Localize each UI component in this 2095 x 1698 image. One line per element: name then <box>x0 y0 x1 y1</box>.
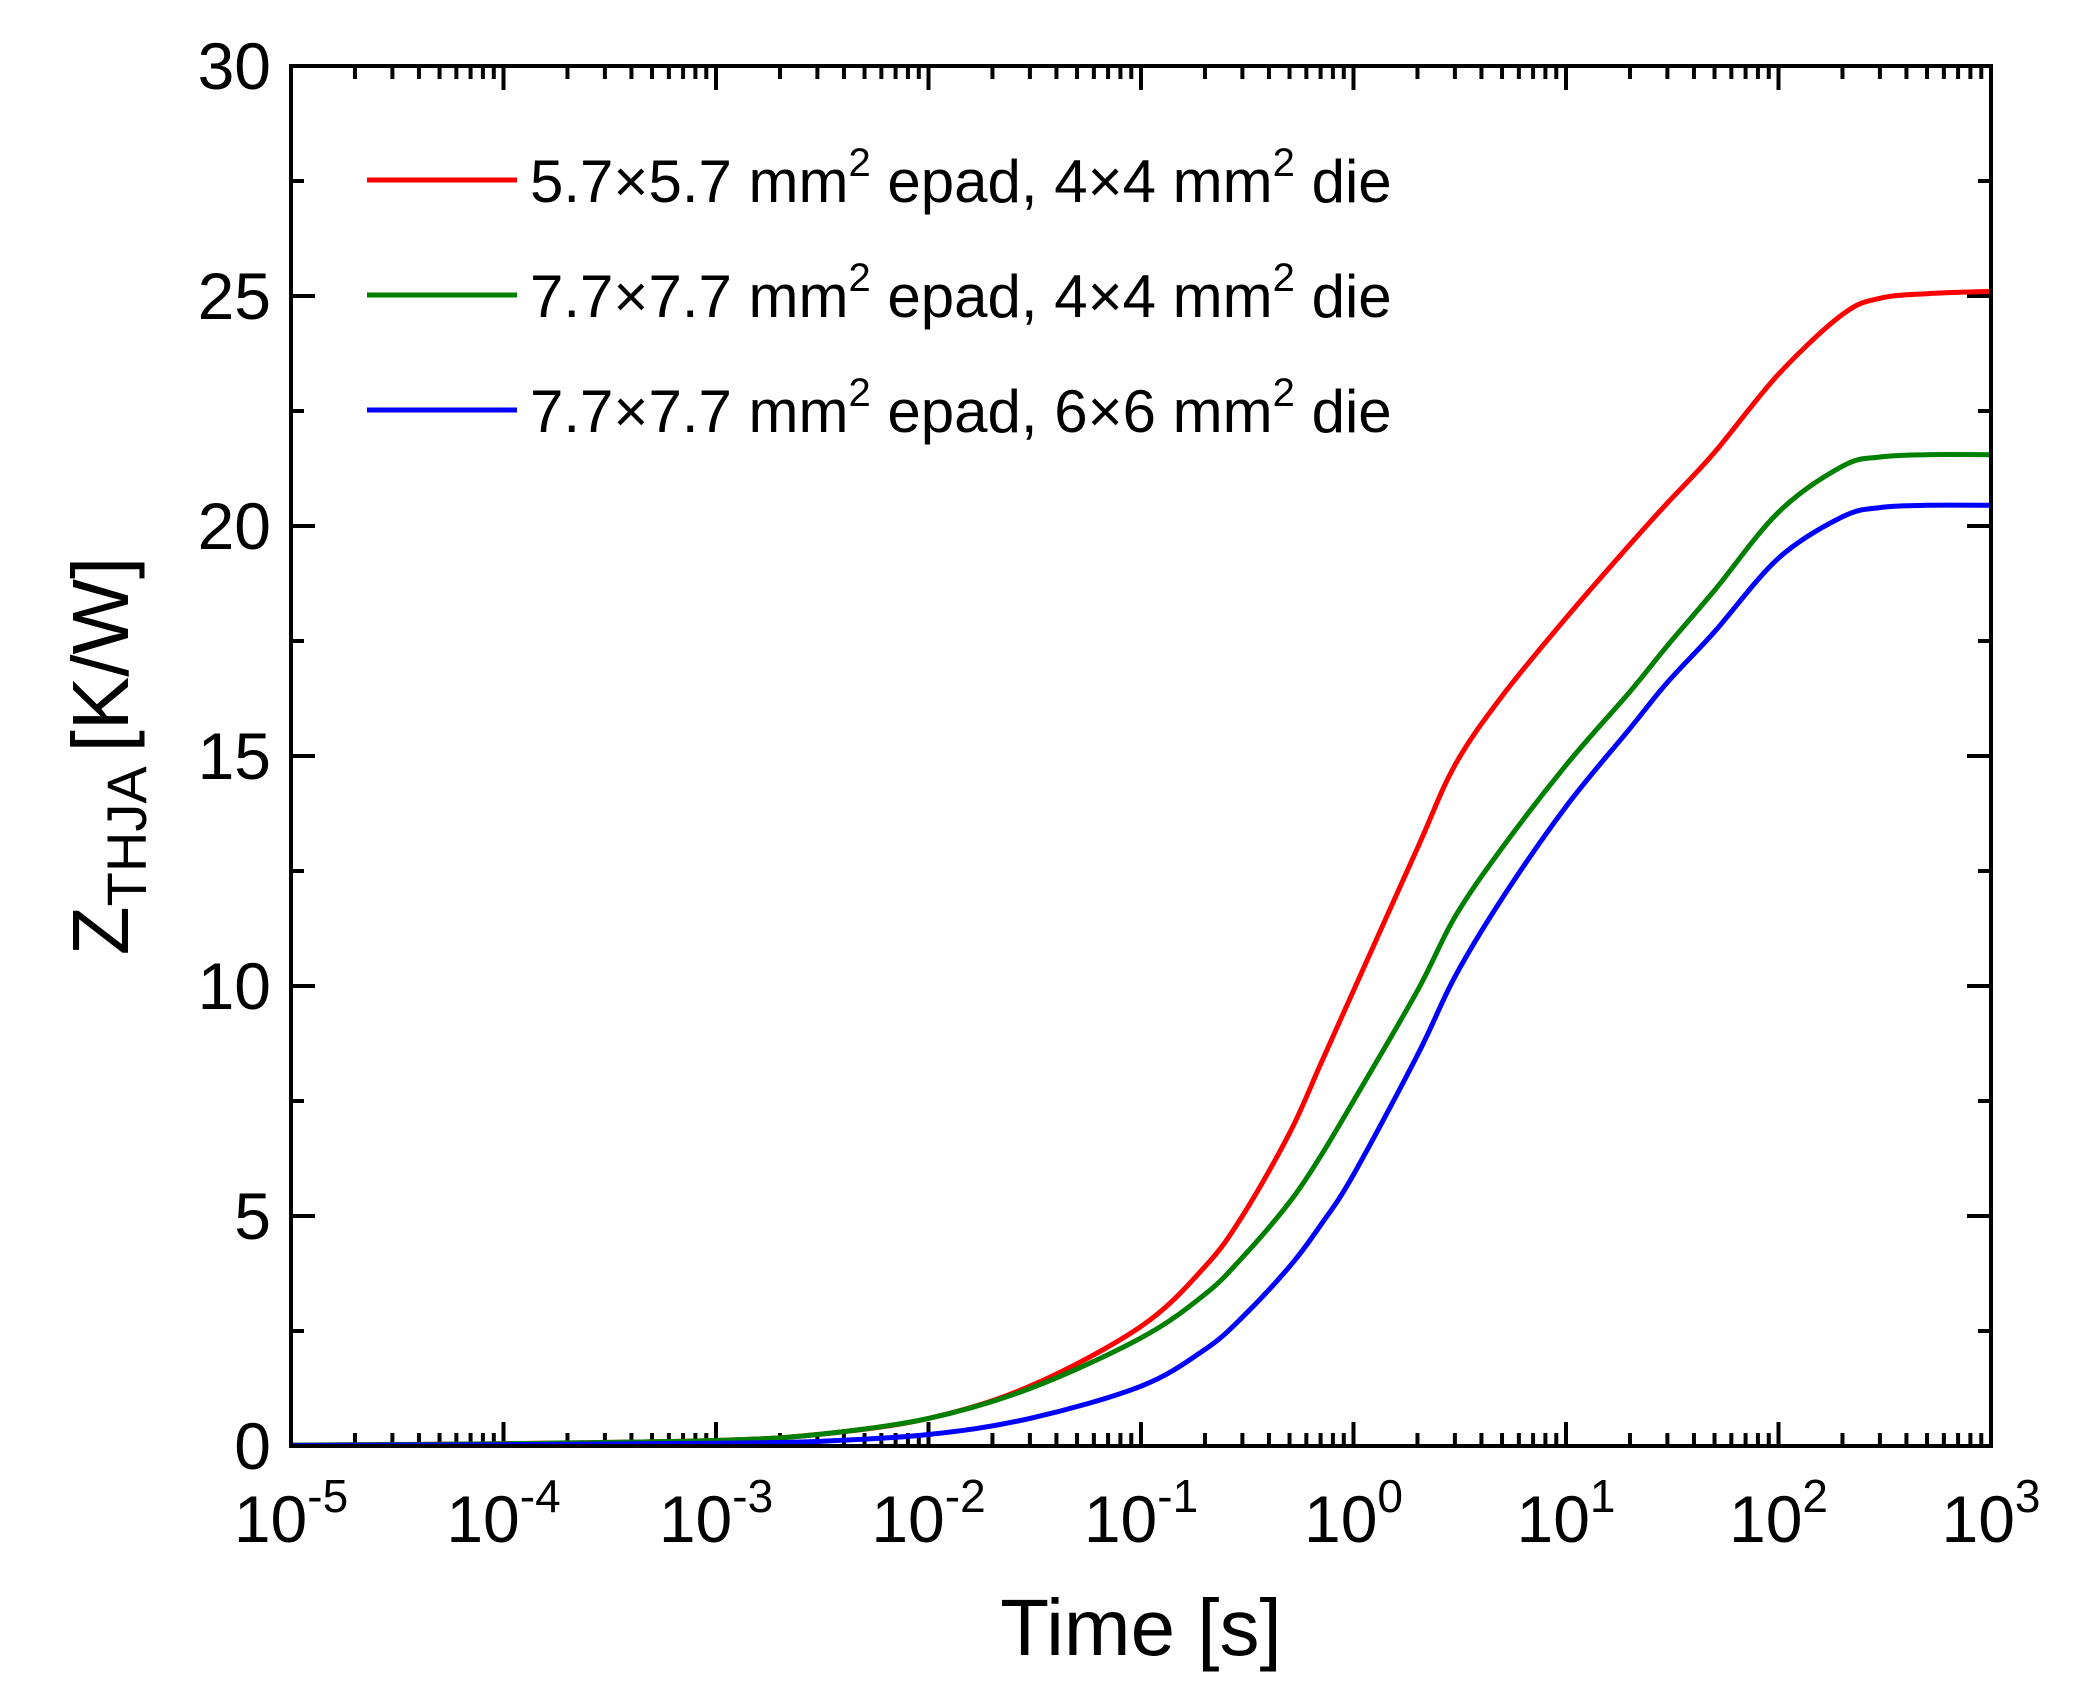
y-tick-label: 15 <box>198 719 271 793</box>
legend-entry-1: 5.7×5.7 mm2 epad, 4×4 mm2 die <box>530 141 1392 215</box>
legend-text-part: die <box>1295 378 1392 445</box>
x-tick-label-exponent: 0 <box>1377 1470 1403 1522</box>
x-tick-label-exponent: -5 <box>307 1470 348 1522</box>
x-tick-label-base: 10 <box>234 1482 307 1556</box>
y-tick-label: 5 <box>234 1179 271 1253</box>
y-tick-label: 10 <box>198 949 271 1023</box>
legend-superscript: 2 <box>849 256 871 300</box>
y-tick-labels: 0 5 10 15 20 25 30 <box>198 29 271 1483</box>
x-tick-label-base: 10 <box>871 1482 944 1556</box>
x-tick-label: 10-2 <box>871 1470 985 1556</box>
x-tick-label: 100 <box>1304 1470 1403 1556</box>
legend-text-part: die <box>1295 263 1392 330</box>
y-tick-label: 30 <box>198 29 271 103</box>
y-axis-title-subscript: THJA <box>95 766 158 907</box>
x-tick-label-base: 10 <box>659 1482 732 1556</box>
legend-text-part: epad, 4×4 mm <box>871 148 1273 215</box>
x-tick-label-base: 10 <box>1941 1482 2014 1556</box>
x-tick-label: 10-3 <box>659 1470 773 1556</box>
legend-superscript: 2 <box>849 141 871 185</box>
y-axis-title-unit: [K/W] <box>56 557 145 753</box>
series-line-2 <box>290 452 1992 1448</box>
x-tick-label: 103 <box>1941 1470 2040 1556</box>
legend-text-part: 5.7×5.7 mm <box>530 148 849 215</box>
svg-text:ZTHJA[K/W]: ZTHJA [K/W] <box>56 557 158 955</box>
x-tick-label-exponent: -2 <box>945 1470 986 1522</box>
x-tick-label-base: 10 <box>1084 1482 1157 1556</box>
series-lines <box>290 288 1992 1448</box>
plot-area-frame <box>289 64 1993 1448</box>
x-tick-label-base: 10 <box>1729 1482 1802 1556</box>
x-tick-label-base: 10 <box>446 1482 519 1556</box>
legend-entry-2: 7.7×7.7 mm2 epad, 4×4 mm2 die <box>530 256 1392 330</box>
x-tick-label: 10-5 <box>234 1470 348 1556</box>
y-axis-title-main: Z <box>56 906 145 955</box>
x-tick-label: 102 <box>1729 1470 1828 1556</box>
x-tick-label: 10-4 <box>446 1470 560 1556</box>
y-tick-label: 25 <box>198 259 271 333</box>
x-tick-label-base: 10 <box>1304 1482 1377 1556</box>
legend-text-part: epad, 6×6 mm <box>871 378 1273 445</box>
legend-text-part: epad, 4×4 mm <box>871 263 1273 330</box>
x-tick-label-exponent: 2 <box>1802 1470 1828 1522</box>
x-tick-label-exponent: -4 <box>520 1470 561 1522</box>
axis-ticks <box>289 64 1993 1448</box>
x-tick-label-exponent: -3 <box>732 1470 773 1522</box>
legend-text-part: 7.7×7.7 mm <box>530 378 849 445</box>
legend-text-part: 7.7×7.7 mm <box>530 263 849 330</box>
x-tick-label-exponent: 1 <box>1590 1470 1616 1522</box>
x-axis-title: Time [s] <box>1000 1583 1281 1672</box>
x-tick-label-base: 10 <box>1516 1482 1589 1556</box>
series-line-1 <box>290 288 1992 1448</box>
legend-text-part: die <box>1295 148 1392 215</box>
legend-entry-3: 7.7×7.7 mm2 epad, 6×6 mm2 die <box>530 371 1392 445</box>
legend-superscript: 2 <box>1273 141 1295 185</box>
legend-superscript: 2 <box>1273 256 1295 300</box>
y-tick-label: 0 <box>234 1409 271 1483</box>
series-line-3 <box>290 502 1992 1448</box>
x-tick-label: 10-1 <box>1084 1470 1198 1556</box>
legend-superscript: 2 <box>1273 371 1295 415</box>
y-tick-label: 20 <box>198 489 271 563</box>
x-tick-label-exponent: -1 <box>1157 1470 1198 1522</box>
x-tick-label-exponent: 3 <box>2015 1470 2041 1522</box>
legend-superscript: 2 <box>849 371 871 415</box>
x-tick-labels: 10-5 10-4 10-3 10-2 10-1 100 101 102 103 <box>234 1470 2041 1556</box>
y-axis-title: ZTHJA [K/W] <box>56 557 158 955</box>
x-tick-label: 101 <box>1516 1470 1615 1556</box>
